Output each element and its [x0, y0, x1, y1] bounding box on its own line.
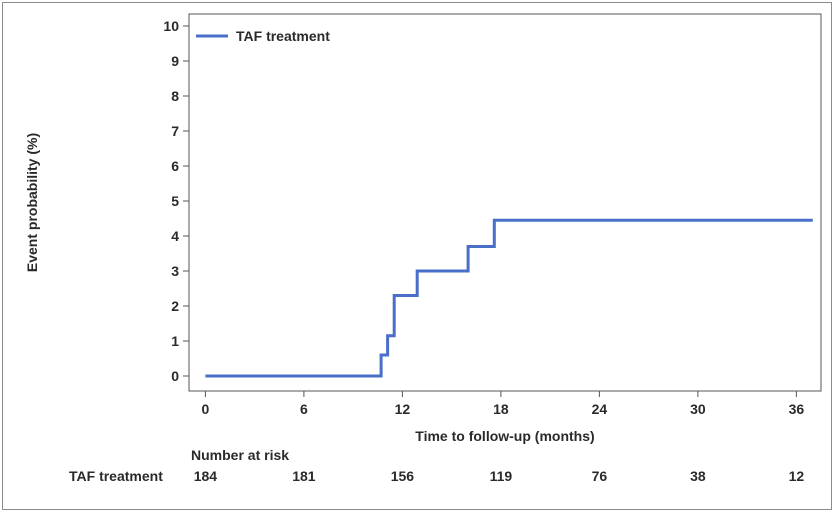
risk-count: 119 [490, 468, 513, 484]
x-tick-label: 6 [300, 401, 308, 417]
y-tick-label: 4 [171, 228, 179, 244]
risk-count: 184 [194, 468, 218, 484]
x-tick-label: 18 [493, 401, 509, 417]
x-tick-label: 0 [202, 401, 210, 417]
legend-label: TAF treatment [236, 28, 330, 44]
risk-count: 12 [789, 468, 805, 484]
risk-count: 156 [391, 468, 415, 484]
y-axis-title: Event probability (%) [24, 133, 40, 272]
y-tick-label: 7 [171, 123, 179, 139]
series-layer [205, 218, 813, 378]
x-tick-label: 30 [690, 401, 706, 417]
axes [188, 13, 822, 392]
y-tick-label: 3 [171, 263, 179, 279]
x-tick-label: 24 [592, 401, 608, 417]
x-tick-label: 12 [395, 401, 411, 417]
risk-row-label: TAF treatment [69, 468, 163, 484]
series-line-taf-treatment [205, 218, 813, 378]
risk-count: 181 [292, 468, 316, 484]
legend: TAF treatment [196, 28, 330, 44]
plot-area-border [188, 13, 822, 392]
y-tick-label: 2 [171, 298, 179, 314]
y-tick-label: 8 [171, 88, 179, 104]
x-axis-title: Time to follow-up (months) [415, 428, 594, 444]
y-tick-label: 6 [171, 158, 179, 174]
number-at-risk-table: Number at risk TAF treatment 184 181 156 11… [69, 447, 804, 484]
y-tick-label: 0 [171, 368, 179, 384]
risk-table-title: Number at risk [191, 447, 289, 463]
y-tick-label: 9 [171, 53, 179, 69]
risk-count: 38 [690, 468, 706, 484]
chart-frame [2, 2, 832, 510]
y-tick-label: 1 [171, 333, 179, 349]
y-tick-label: 10 [163, 18, 179, 34]
risk-count: 76 [592, 468, 608, 484]
x-tick-label: 36 [789, 401, 805, 417]
y-tick-label: 5 [171, 193, 179, 209]
